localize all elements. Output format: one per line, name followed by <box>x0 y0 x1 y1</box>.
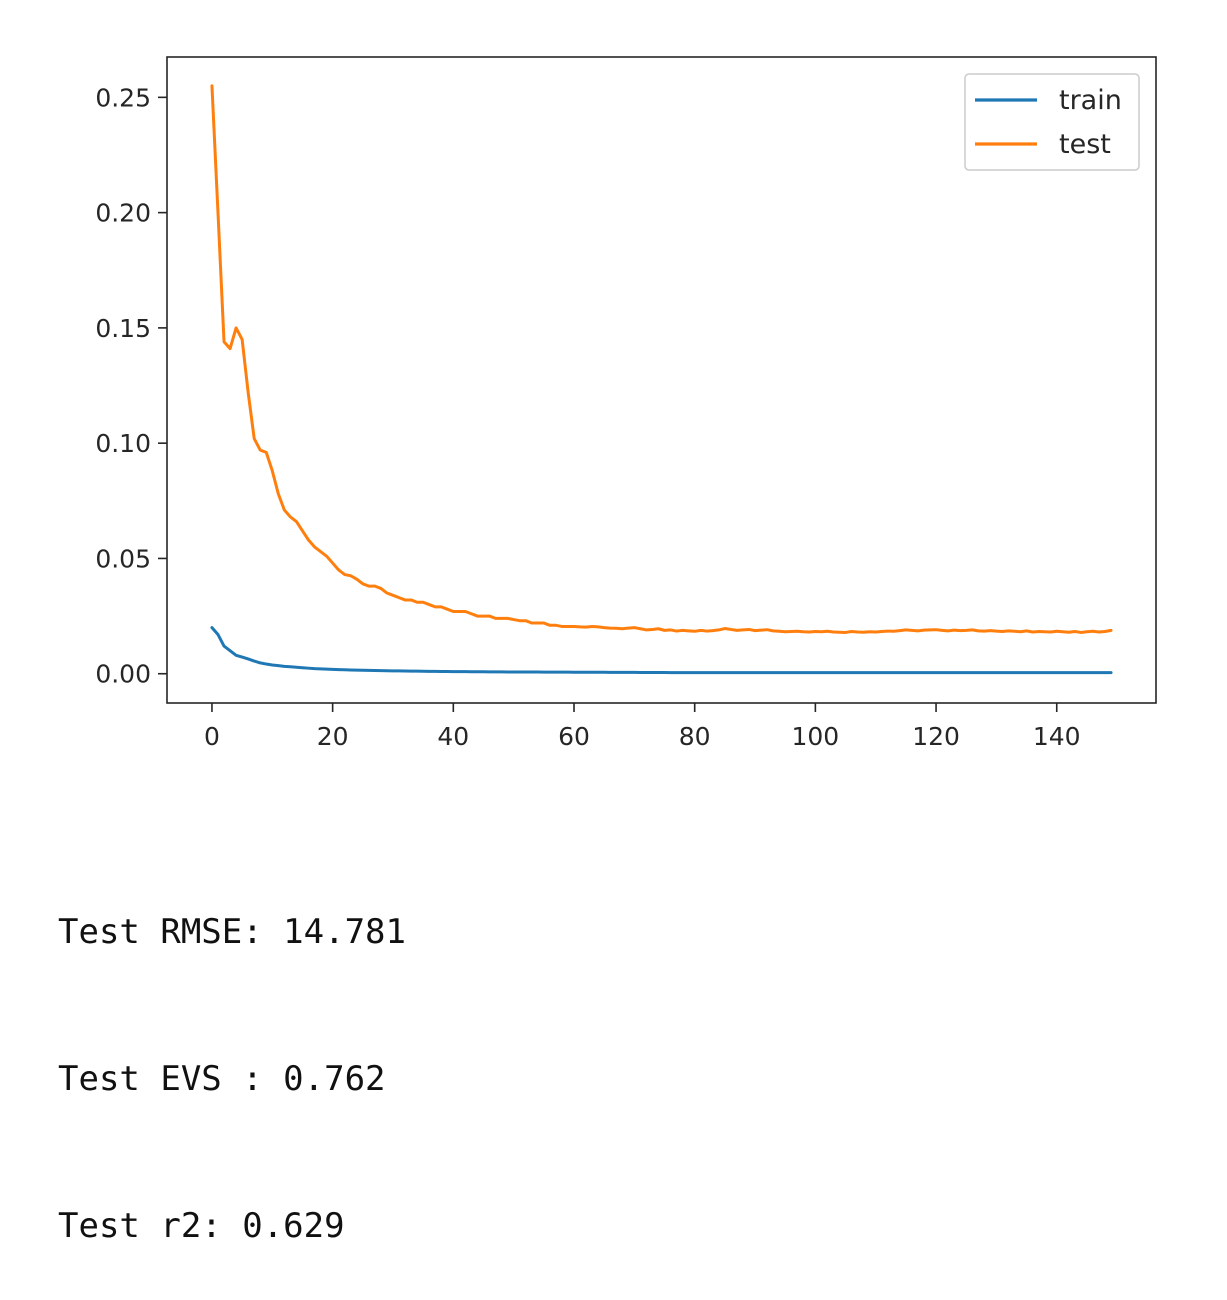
legend-label-test: test <box>1059 129 1111 160</box>
x-tick-label: 60 <box>558 722 590 751</box>
series-line-train <box>210 626 1113 675</box>
x-tick-label: 80 <box>679 722 711 751</box>
plot-frame <box>166 56 1157 704</box>
legend-box <box>964 73 1140 171</box>
y-tick-label: 0.25 <box>95 83 151 112</box>
x-tick-label: 140 <box>1033 722 1081 751</box>
plot-layer: 0 20 40 60 80 100 120 140 0.00 0.05 0.10 0.15 0.20 0.… <box>95 56 1157 751</box>
series-line-test <box>210 84 1113 634</box>
metric-rmse: Test RMSE: 14.781 <box>58 912 406 952</box>
x-tick-label: 100 <box>792 722 840 751</box>
y-tick-label: 0.05 <box>95 544 151 573</box>
x-tick-label: 0 <box>204 722 220 751</box>
x-tick-label: 20 <box>317 722 349 751</box>
y-tick-label: 0.10 <box>95 429 151 458</box>
x-tick-label: 120 <box>912 722 960 751</box>
loss-chart-svg: 0 20 40 60 80 100 120 140 0.00 0.05 0.10 0.15 0.20 0.… <box>95 56 1157 751</box>
y-tick-label: 0.15 <box>95 314 151 343</box>
legend: train test <box>964 73 1140 171</box>
loss-chart: 0 20 40 60 80 100 120 140 0.00 0.05 0.10 0.15 0.20 0.… <box>95 56 1157 751</box>
metric-r2: Test r2: 0.629 <box>58 1206 345 1246</box>
legend-label-train: train <box>1059 85 1122 116</box>
x-tick-label: 40 <box>437 722 469 751</box>
metrics-output: Test RMSE: 14.781 Test EVS : 0.762 Test … <box>58 810 406 1300</box>
metric-evs: Test EVS : 0.762 <box>58 1059 386 1099</box>
y-tick-label: 0.00 <box>95 660 151 689</box>
y-tick-label: 0.20 <box>95 199 151 228</box>
